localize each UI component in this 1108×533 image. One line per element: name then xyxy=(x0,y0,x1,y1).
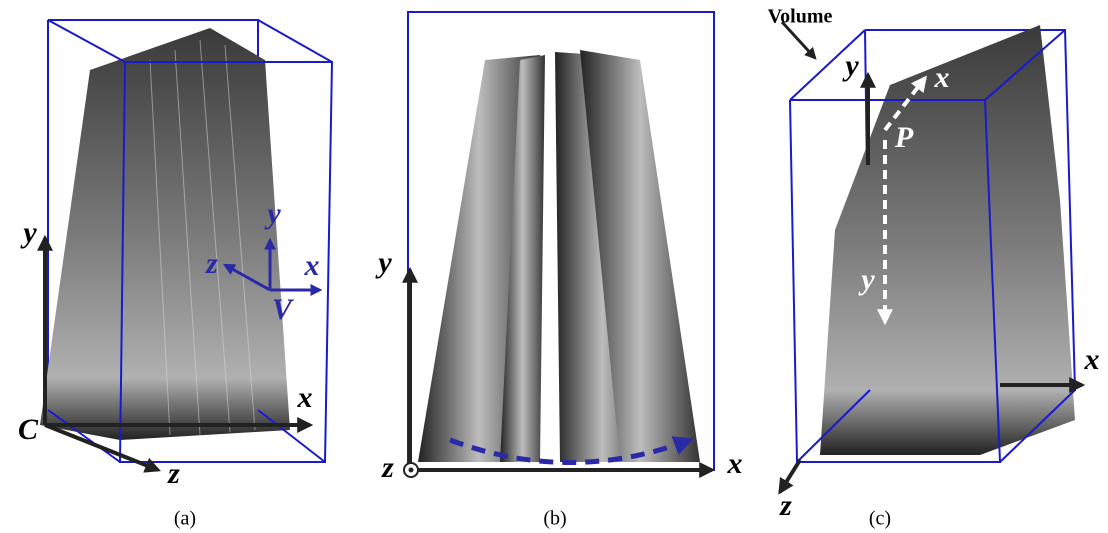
label: z xyxy=(167,457,180,490)
label: x xyxy=(297,381,313,414)
label: y xyxy=(858,263,875,296)
caption: (b) xyxy=(543,508,566,530)
label: x xyxy=(1084,343,1100,376)
label: x xyxy=(304,249,320,282)
label: z xyxy=(205,247,218,280)
label: x xyxy=(934,61,950,94)
label: V xyxy=(272,293,295,326)
label: y xyxy=(375,246,392,279)
label: z xyxy=(779,489,792,522)
label: P xyxy=(894,121,914,154)
panel-a: y x z C y x z V (a) xyxy=(18,20,332,530)
panel-c: Volume y x z P x y (c) xyxy=(768,6,1100,530)
label: C xyxy=(18,413,39,446)
label: y xyxy=(842,49,859,82)
label: x xyxy=(727,447,743,480)
caption: (c) xyxy=(869,508,891,530)
panel-b: y x z (b) xyxy=(375,12,742,530)
figure: y x z C y x z V (a) y x z (b) Volume y x… xyxy=(0,0,1108,533)
ultrasound-slices xyxy=(418,50,700,462)
label: y xyxy=(20,216,37,249)
caption: (a) xyxy=(174,508,196,530)
ultrasound-slices xyxy=(40,28,290,440)
label: y xyxy=(264,197,281,230)
axis-z xyxy=(780,460,800,492)
label: z xyxy=(381,451,394,484)
label: Volume xyxy=(768,6,833,28)
